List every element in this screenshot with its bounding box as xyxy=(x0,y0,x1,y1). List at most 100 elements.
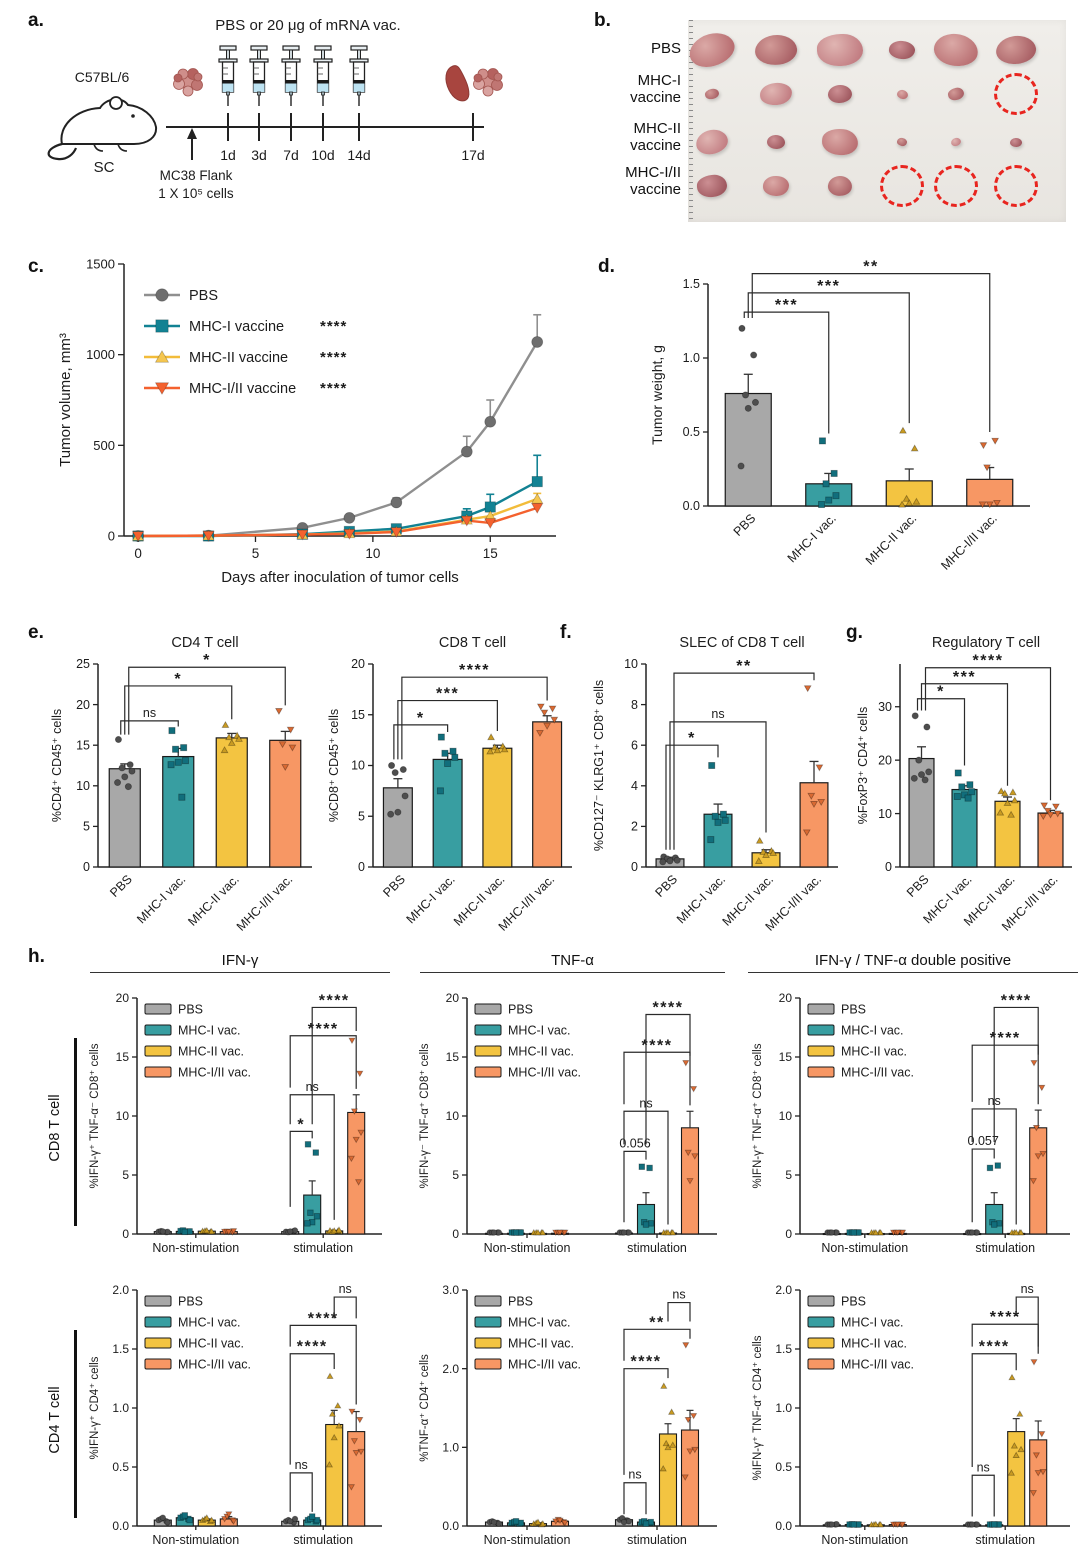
tumor-specimen xyxy=(820,127,860,157)
bar-MHC-I/II vac. xyxy=(799,782,829,868)
data-point xyxy=(124,783,132,791)
significance-bracket xyxy=(1015,1296,1039,1347)
legend-swatch-MHC-II vac. xyxy=(144,1045,172,1057)
text-label: 0.0 xyxy=(683,499,700,513)
data-point xyxy=(669,1441,677,1448)
data-point xyxy=(905,499,914,507)
h-title-ifng: IFN-γ xyxy=(90,952,390,973)
significance-bracket xyxy=(971,1474,995,1517)
text-label: 0 xyxy=(885,860,892,874)
legend-label: MHC-I vac. xyxy=(508,1024,571,1038)
text-label: 10 xyxy=(116,1109,130,1123)
group-label: stimulation xyxy=(293,1241,353,1255)
data-point xyxy=(1017,1445,1025,1453)
data-point xyxy=(556,1517,564,1525)
text-label: 15 xyxy=(116,1050,130,1064)
data-point xyxy=(1039,813,1048,821)
legend-label: MHC-II vac. xyxy=(178,1337,244,1351)
data-point xyxy=(313,1213,321,1220)
data-point xyxy=(288,744,297,752)
mouse-ear xyxy=(109,96,123,110)
chart-cd4-tcell: 0 5 10 15 20 25 PBS MHC-I vac.MHC-II vac.MHC-I/… xyxy=(50,635,312,934)
legend-swatch-MHC-I/II vac. xyxy=(474,1066,502,1078)
data-point xyxy=(357,1129,365,1137)
data-point xyxy=(894,1521,902,1529)
data-point xyxy=(978,501,987,509)
text-label: 10 xyxy=(624,657,638,671)
panel-label-a: a. xyxy=(28,10,44,31)
data-point xyxy=(484,518,497,529)
legend-swatch-MHC-II vac. xyxy=(807,1045,835,1057)
data-point xyxy=(750,351,758,359)
data-point xyxy=(512,1229,520,1236)
data-point xyxy=(330,1227,338,1234)
series-line-MHC-I/II vaccine xyxy=(138,506,538,538)
significance-bracket xyxy=(124,685,233,735)
data-point xyxy=(1039,1468,1047,1476)
data-point xyxy=(1030,1060,1038,1067)
significance-bracket xyxy=(971,1148,995,1223)
data-point xyxy=(818,437,826,445)
data-point xyxy=(347,1155,356,1163)
text-label: ns xyxy=(1021,1282,1034,1296)
tumor-free-circle xyxy=(994,73,1038,115)
text-label: 8 xyxy=(631,698,638,712)
legend-swatch-MHC-I vac. xyxy=(807,1024,835,1036)
text-label: 1.0 xyxy=(683,351,700,365)
data-point xyxy=(738,324,746,332)
x-axis-label: Days after inoculation of tumor cells xyxy=(221,569,459,586)
text-label: 10 xyxy=(446,1109,460,1123)
significance-bracket xyxy=(623,1051,691,1106)
data-point xyxy=(348,1037,356,1045)
data-point xyxy=(534,1228,542,1236)
data-point xyxy=(357,1448,365,1456)
tumor-specimen xyxy=(826,174,854,198)
bar-MHC-I vac. xyxy=(951,788,978,868)
text-label: 0.0 xyxy=(112,1519,129,1533)
text-label: 20 xyxy=(779,991,793,1005)
data-point xyxy=(441,749,449,757)
data-point xyxy=(986,1164,994,1172)
text-label: ns xyxy=(672,1288,685,1302)
bar-MHC-I vac. xyxy=(432,758,463,868)
data-point xyxy=(662,1439,670,1447)
bar-MHC-I/II vac. xyxy=(1037,812,1064,868)
y-axis-label: Tumor weight, g xyxy=(649,345,665,445)
text-label: 0 xyxy=(83,860,90,874)
legend-label-MHC-II vaccine: MHC-II vaccine xyxy=(189,350,288,366)
data-point xyxy=(1016,1410,1024,1417)
data-point xyxy=(118,764,126,772)
data-point xyxy=(1017,1228,1025,1236)
data-point xyxy=(308,1513,316,1520)
data-point xyxy=(154,349,170,363)
text-label: 500 xyxy=(93,438,115,453)
significance-bracket xyxy=(993,1006,1039,1142)
data-point xyxy=(155,319,169,333)
text-label: MHC-I/II vac. xyxy=(234,872,295,933)
significance-bracket xyxy=(920,683,1009,786)
data-point xyxy=(304,1141,312,1148)
text-label: 10 xyxy=(779,1109,793,1123)
tumor-specimen xyxy=(946,86,966,102)
text-label: PBS xyxy=(731,511,759,539)
tumor-photo xyxy=(685,20,1066,222)
text-label: 0.5 xyxy=(683,425,700,439)
legend-label: MHC-I/II vac. xyxy=(508,1066,581,1080)
data-point xyxy=(356,1070,364,1078)
data-point xyxy=(281,764,290,772)
data-point xyxy=(154,382,170,396)
legend-label: PBS xyxy=(841,1003,866,1017)
text-label: 10 xyxy=(878,807,892,821)
text-label: 5 xyxy=(83,820,90,834)
data-point xyxy=(684,1417,692,1424)
data-point xyxy=(642,1221,650,1228)
text-label: 20 xyxy=(116,991,130,1005)
legend-label: MHC-I vac. xyxy=(841,1316,904,1330)
text-label: **** xyxy=(990,1309,1021,1326)
chart-title: Regulatory T cell xyxy=(932,635,1040,651)
text-label: ns xyxy=(628,1468,641,1482)
data-point xyxy=(1034,1153,1042,1160)
data-point xyxy=(762,850,770,858)
data-point xyxy=(235,734,243,742)
